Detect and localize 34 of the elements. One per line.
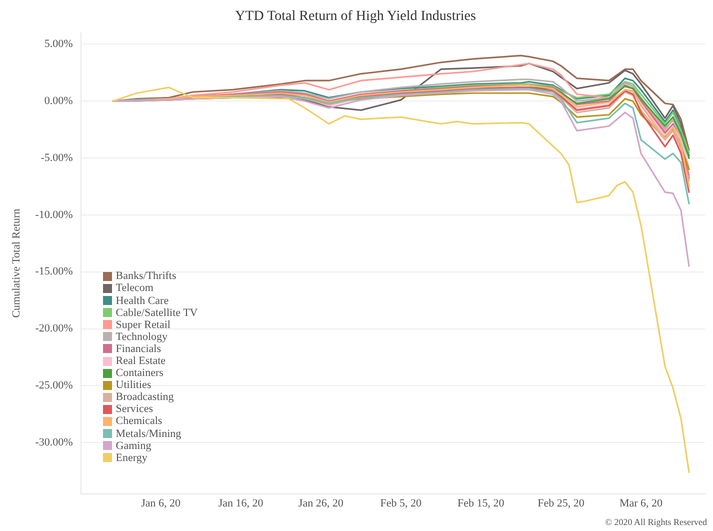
legend-label: Cable/Satellite TV (116, 306, 198, 319)
y-tick-label: -15.00% (35, 266, 73, 278)
legend-label: Utilities (116, 379, 152, 392)
x-tick-label: Jan 16, 20 (218, 497, 264, 510)
legend-label: Technology (116, 330, 168, 343)
x-tick-label: Jan 6, 20 (141, 497, 182, 510)
legend-label: Banks/Thrifts (116, 270, 176, 282)
y-tick-label: -25.00% (35, 380, 73, 392)
legend-label: Containers (116, 367, 164, 380)
legend-label: Super Retail (116, 318, 170, 331)
y-tick-label: -5.00% (40, 152, 73, 164)
legend-label: Real Estate (116, 354, 166, 368)
legend-label: Financials (116, 342, 161, 355)
legend-label: Broadcasting (116, 391, 174, 404)
y-tick-label: 5.00% (44, 38, 73, 50)
legend-label: Health Care (116, 294, 169, 307)
x-tick-label: Jan 26, 20 (298, 497, 344, 510)
y-tick-label: -20.00% (35, 322, 73, 335)
chart-title: YTD Total Return of High Yield Industries (235, 9, 476, 24)
text: © 2020 All Rights Reserved (605, 517, 707, 527)
legend-label: Chemicals (116, 415, 162, 428)
legend-label: Gaming (116, 440, 152, 452)
x-tick-label: Mar 6, 20 (619, 497, 664, 510)
legend-label: Metals/Mining (116, 428, 182, 440)
x-tick-label: Feb 5, 20 (380, 497, 422, 510)
y-tick-label: -30.00% (35, 436, 73, 448)
y-tick-label: 0.00% (44, 94, 73, 107)
y-axis-title: Cumulative Total Return (10, 208, 22, 318)
y-tick-label: -10.00% (35, 208, 73, 221)
x-tick-label: Feb 25, 20 (538, 497, 585, 510)
legend-label: Services (116, 403, 154, 416)
legend-label: Energy (116, 452, 148, 464)
x-tick-label: Feb 15, 20 (458, 497, 505, 510)
legend-label: Telecom (116, 282, 154, 294)
